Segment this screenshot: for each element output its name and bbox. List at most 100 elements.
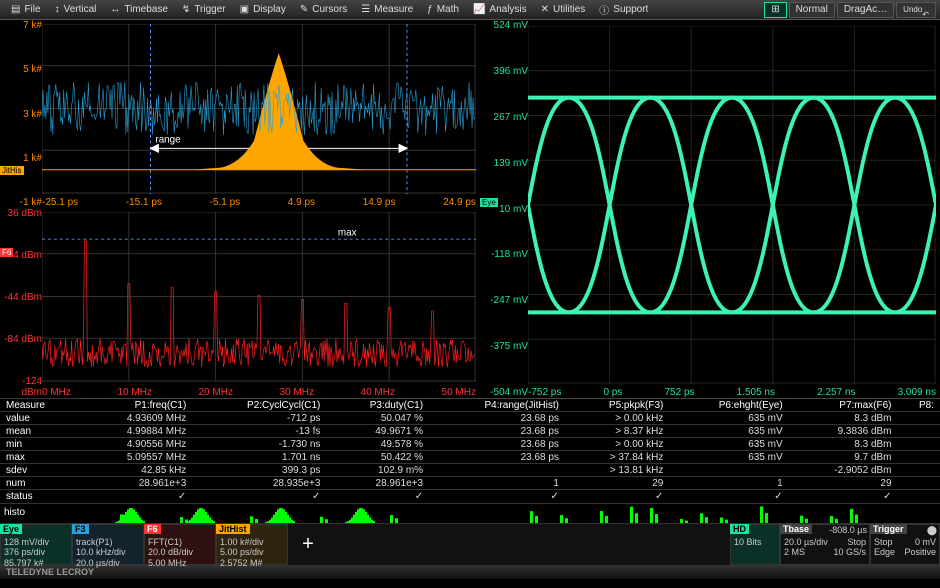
measure-cell: 635 mV (669, 451, 788, 464)
measure-cell (898, 438, 940, 451)
trigger-status[interactable]: Trigger ⬤ Stop0 mV EdgePositive (870, 524, 940, 565)
menu-timebase[interactable]: ↔Timebase (103, 0, 175, 19)
measure-cell: -13 fs (192, 425, 326, 438)
measure-cell: 42.85 kHz (80, 464, 192, 477)
support-icon: ⓘ (599, 2, 609, 17)
measure-cell: 635 mV (669, 438, 788, 451)
channel-box-jithist[interactable]: JitHist1.00 k#/div5.00 ps/div2.5752 M# (216, 524, 288, 565)
normal-button[interactable]: Normal (789, 2, 835, 18)
math-icon: ƒ (427, 4, 433, 15)
eye-xlabels: -752 ps0 ps752 ps1.505 ns2.257 ns3.009 n… (528, 387, 936, 398)
timebase-status[interactable]: Tbase -808.0 µs 20.0 µs/divStop 2 MS10 G… (780, 524, 870, 565)
measure-cell: 635 mV (669, 425, 788, 438)
svg-text:max: max (338, 227, 357, 238)
eye-tag: Eye (480, 198, 498, 207)
measure-rowhead: sdev (0, 464, 80, 477)
measure-rowhead: status (0, 490, 80, 503)
drag-button[interactable]: DragAc… (837, 2, 894, 18)
menu-display[interactable]: ▣Display (233, 0, 293, 19)
histo-row: histo (0, 503, 940, 523)
measure-cell: 8.3 dBm (789, 412, 898, 425)
measure-cell: 1 (429, 477, 565, 490)
measure-col-header[interactable]: P4:range(JitHist) (429, 399, 565, 412)
measure-cell: 5.09557 MHz (80, 451, 192, 464)
measure-cell: 28.961e+3 (326, 477, 429, 490)
menu-math[interactable]: ƒMath (420, 0, 466, 19)
measure-cell: 23.68 ps (429, 412, 565, 425)
measure-cell: 1 (669, 477, 788, 490)
measure-col-header[interactable]: P1:freq(C1) (80, 399, 192, 412)
grid-mode-button[interactable]: ⊞ (764, 2, 786, 18)
measure-rowhead: max (0, 451, 80, 464)
eye-diagram[interactable]: 524 mV396 mV267 mV139 mV10 mV-118 mV-247… (480, 20, 940, 398)
footer: TELEDYNE LECROY (0, 565, 940, 579)
measure-cell: 102.9 m% (326, 464, 429, 477)
utilities-icon: ✕ (541, 4, 549, 15)
menu-support[interactable]: ⓘSupport (592, 0, 655, 19)
measure-cell (429, 464, 565, 477)
measure-cell: 635 mV (669, 412, 788, 425)
measure-cell (898, 464, 940, 477)
measure-status: ✓ (789, 490, 898, 503)
menu-cursors[interactable]: ✎Cursors (293, 0, 354, 19)
measure-cell: 4.93609 MHz (80, 412, 192, 425)
measure-cell: 23.68 ps (429, 438, 565, 451)
fft-chart[interactable]: 36 dBm-4 dBm-44 dBm-84 dBm-124 dBm max F… (0, 208, 480, 398)
measure-cell: 29 (565, 477, 669, 490)
menu-trigger[interactable]: ↯Trigger (175, 0, 233, 19)
eye-ylabels: 524 mV396 mV267 mV139 mV10 mV-118 mV-247… (482, 20, 528, 398)
measure-col-header[interactable]: P2:CyclCycl(C1) (192, 399, 326, 412)
hd-status[interactable]: HD 10 Bits (730, 524, 780, 565)
measure-table: MeasureP1:freq(C1)P2:CyclCycl(C1)P3:duty… (0, 398, 940, 503)
menu-analysis[interactable]: 📈Analysis (466, 0, 534, 19)
measure-cell: 28.961e+3 (80, 477, 192, 490)
measure-cell (898, 451, 940, 464)
measure-col-header[interactable]: P7:max(F6) (789, 399, 898, 412)
chart2-ylabels: 36 dBm-4 dBm-44 dBm-84 dBm-124 dBm (2, 208, 42, 398)
channel-box-eye[interactable]: Eye128 mV/div376 ps/div85.797 k# (0, 524, 72, 565)
menu-utilities[interactable]: ✕Utilities (534, 0, 593, 19)
measure-cell (898, 425, 940, 438)
measure-cell: -2.9052 dBm (789, 464, 898, 477)
measure-status: ✓ (80, 490, 192, 503)
channel-box-f3[interactable]: F3track(P1)10.0 kHz/div20.0 µs/div (72, 524, 144, 565)
measure-cell: > 8.37 kHz (565, 425, 669, 438)
undo-button[interactable]: Undo↶ (896, 2, 936, 18)
measure-cell: > 0.00 kHz (565, 412, 669, 425)
measure-col-header[interactable]: P5:pkpk(F3) (565, 399, 669, 412)
measure-status: ✓ (326, 490, 429, 503)
vertical-icon: ↕ (55, 4, 60, 15)
measure-status: ✓ (565, 490, 669, 503)
measure-col-header[interactable]: P6:ehght(Eye) (669, 399, 788, 412)
measure-rowhead: value (0, 412, 80, 425)
channel-box-f6[interactable]: F6FFT(C1)20.0 dB/div5.00 MHz (144, 524, 216, 565)
chart1-xlabels: -25.1 ps-15.1 ps-5.1 ps4.9 ps14.9 ps24.9… (42, 197, 476, 208)
measure-cell: 50.047 % (326, 412, 429, 425)
measure-cell: > 37.84 kHz (565, 451, 669, 464)
measure-icon: ☰ (361, 4, 370, 15)
cursors-icon: ✎ (300, 4, 308, 15)
measure-rowhead: num (0, 477, 80, 490)
measure-cell: 9.3836 dBm (789, 425, 898, 438)
measure-cell: > 13.81 kHz (565, 464, 669, 477)
menu-vertical[interactable]: ↕Vertical (48, 0, 104, 19)
measure-col-header[interactable]: P8: (898, 399, 940, 412)
measure-rowhead: mean (0, 425, 80, 438)
menu-measure[interactable]: ☰Measure (354, 0, 420, 19)
measure-cell (898, 412, 940, 425)
jitter-histogram-chart[interactable]: 7 k#5 k#3 k#1 k#-1 k# (0, 20, 480, 208)
menu-file[interactable]: ▤File (4, 0, 48, 19)
measure-cell: > 0.00 kHz (565, 438, 669, 451)
add-channel-button[interactable]: + (288, 524, 328, 565)
chart1-ylabels: 7 k#5 k#3 k#1 k#-1 k# (2, 20, 42, 208)
svg-text:range: range (155, 135, 180, 146)
measure-cell: 8.3 dBm (789, 438, 898, 451)
measure-cell: 49.578 % (326, 438, 429, 451)
measure-status (898, 490, 940, 503)
chart-area: 7 k#5 k#3 k#1 k#-1 k# (0, 20, 940, 398)
measure-status: ✓ (669, 490, 788, 503)
chart1-tag: JitHis (0, 166, 24, 175)
measure-col-header[interactable]: P3:duty(C1) (326, 399, 429, 412)
measure-cell: 399.3 ps (192, 464, 326, 477)
measure-cell (898, 477, 940, 490)
